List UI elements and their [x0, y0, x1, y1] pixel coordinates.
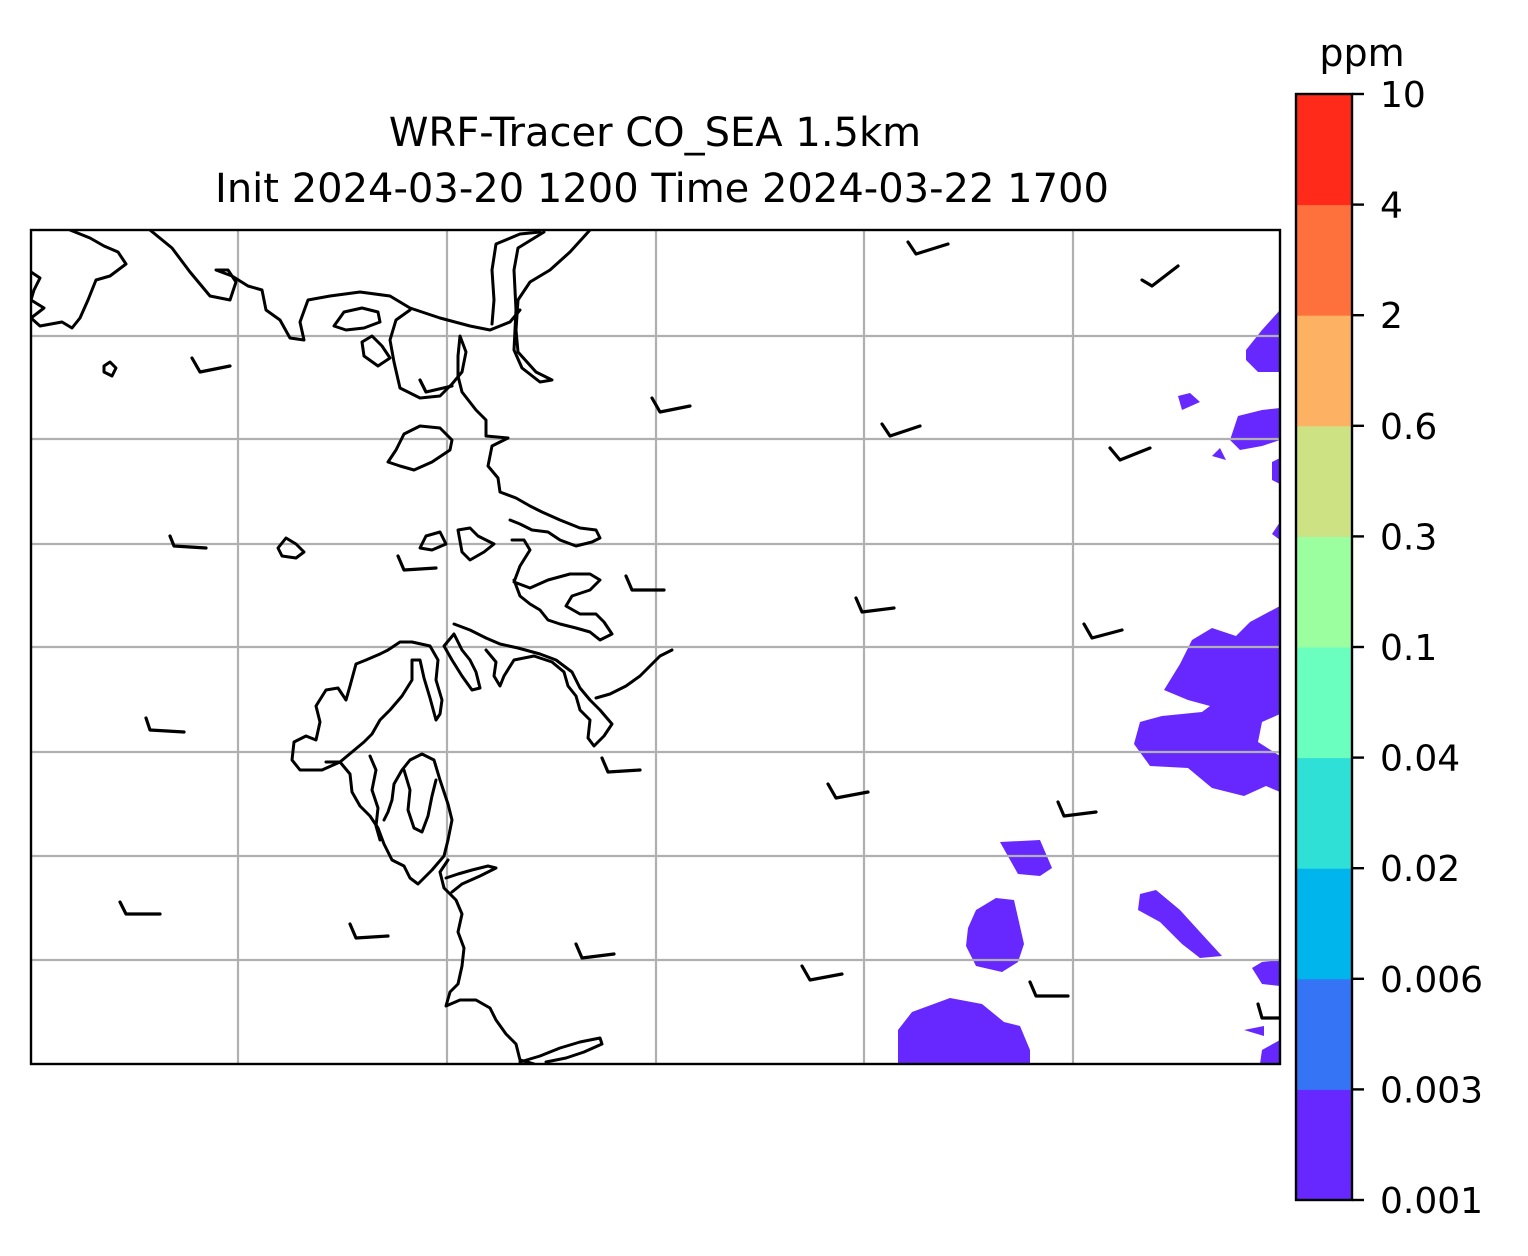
wind-barb [1028, 980, 1070, 998]
plume-south-2 [966, 898, 1024, 972]
wind-barb [418, 378, 454, 394]
coastline-bay-island [386, 424, 454, 472]
plume-small-dot [1178, 393, 1200, 410]
plume-south-4 [1252, 960, 1280, 986]
wind-barb [396, 554, 438, 572]
plume-main [1134, 606, 1280, 796]
wind-barbs [118, 240, 1280, 1020]
plume-northeast [1246, 310, 1280, 372]
plume-tiny [1212, 448, 1226, 460]
title-line-1: WRF-Tracer CO_SEA 1.5km [389, 110, 921, 156]
colorbar-tick-label: 0.001 [1380, 1181, 1483, 1222]
coastline-west-shore [442, 632, 482, 692]
colorbar-tick-label: 0.6 [1380, 407, 1437, 448]
wind-barb [826, 782, 870, 800]
colorbar-swatch [1296, 315, 1352, 427]
colorbar-swatch [1296, 425, 1352, 537]
wind-barb [1256, 1002, 1280, 1020]
colorbar-swatch [1296, 536, 1352, 648]
wind-barb [1140, 264, 1180, 288]
colorbar-tick-label: 0.04 [1380, 739, 1460, 780]
wind-barb [1108, 446, 1152, 462]
wind-barb [624, 574, 666, 592]
coastline-inlet-north [490, 230, 542, 326]
colorbar-swatch [1296, 94, 1352, 206]
colorbar-swatch [1296, 1089, 1352, 1201]
colorbar-ticks: 0.001 0.003 0.006 0.02 0.04 0.1 0.3 0.6 2 4 10 [1352, 75, 1483, 1222]
coastline-southeast [518, 1036, 604, 1064]
colorbar-swatch [1296, 647, 1352, 759]
coastline-mainland [388, 308, 602, 548]
plume-edge-2 [1272, 522, 1280, 540]
wind-barb [168, 534, 208, 550]
coastline-sound-east [594, 648, 674, 700]
colorbar-tick-label: 2 [1380, 296, 1403, 337]
colorbar-swatch [1296, 204, 1352, 316]
colorbar-tick-label: 0.3 [1380, 517, 1437, 558]
plume-bottom-right [1244, 1026, 1264, 1036]
colorbar-tick-label: 0.006 [1380, 960, 1483, 1001]
colorbar-swatch [1296, 978, 1352, 1090]
colorbar-unit: ppm [1319, 31, 1404, 75]
wind-barb [854, 596, 896, 614]
colorbar-tick-label: 4 [1380, 186, 1403, 227]
tracer-plumes [898, 310, 1280, 1064]
colorbar: ppm 0.001 0.003 0.006 0.02 0.04 0.1 0.3 0.6 2 4 10 [1294, 31, 1483, 1222]
coastline-islet-1 [102, 360, 118, 378]
coastline-south-inlets [324, 752, 454, 886]
plume-south-1 [1000, 840, 1052, 876]
wind-barb [800, 964, 844, 982]
map-panel [29, 228, 1282, 1066]
map-frame [29, 228, 1282, 1066]
coastline-island-bay [360, 334, 392, 368]
colorbar-tick-label: 0.02 [1380, 849, 1460, 890]
gridlines [31, 230, 1280, 1064]
colorbar-tick-label: 0.003 [1380, 1070, 1483, 1111]
coastline-small-islands [276, 530, 448, 560]
wind-barb [1056, 800, 1098, 818]
plume-corner [1260, 1040, 1280, 1064]
coastline-island-1 [332, 306, 382, 332]
coastline-sound-west [452, 622, 614, 748]
wind-barb [190, 356, 232, 374]
wind-barb [650, 396, 692, 414]
coastline-south-inner [402, 768, 438, 834]
coastline-south-mid [368, 754, 382, 842]
title-line-2: Init 2024-03-20 1200 Time 2024-03-22 170… [215, 166, 1109, 212]
wind-barb [118, 900, 162, 916]
wind-barb [880, 422, 922, 438]
coastline-peninsula [290, 640, 444, 772]
wind-barb [144, 716, 186, 734]
colorbar-tick-label: 0.1 [1380, 628, 1437, 669]
colorbar-tick-label: 10 [1380, 75, 1426, 116]
plume-bottom [898, 998, 1030, 1064]
coastline-central-islands [456, 526, 614, 642]
wind-barb [906, 240, 950, 256]
plume-south-3 [1138, 890, 1222, 958]
colorbar-swatches [1296, 94, 1352, 1201]
coastlines [31, 230, 674, 1064]
wind-barb [1082, 622, 1124, 640]
coastline-river-north [512, 230, 592, 384]
wind-barb [600, 756, 642, 774]
plume-edge-1 [1272, 458, 1280, 484]
wind-barb [348, 922, 390, 940]
wind-barb [574, 942, 616, 960]
colorbar-swatch [1296, 868, 1352, 980]
coastline-north-strip [148, 230, 522, 342]
colorbar-swatch [1296, 757, 1352, 869]
coastline-south [438, 858, 536, 1064]
